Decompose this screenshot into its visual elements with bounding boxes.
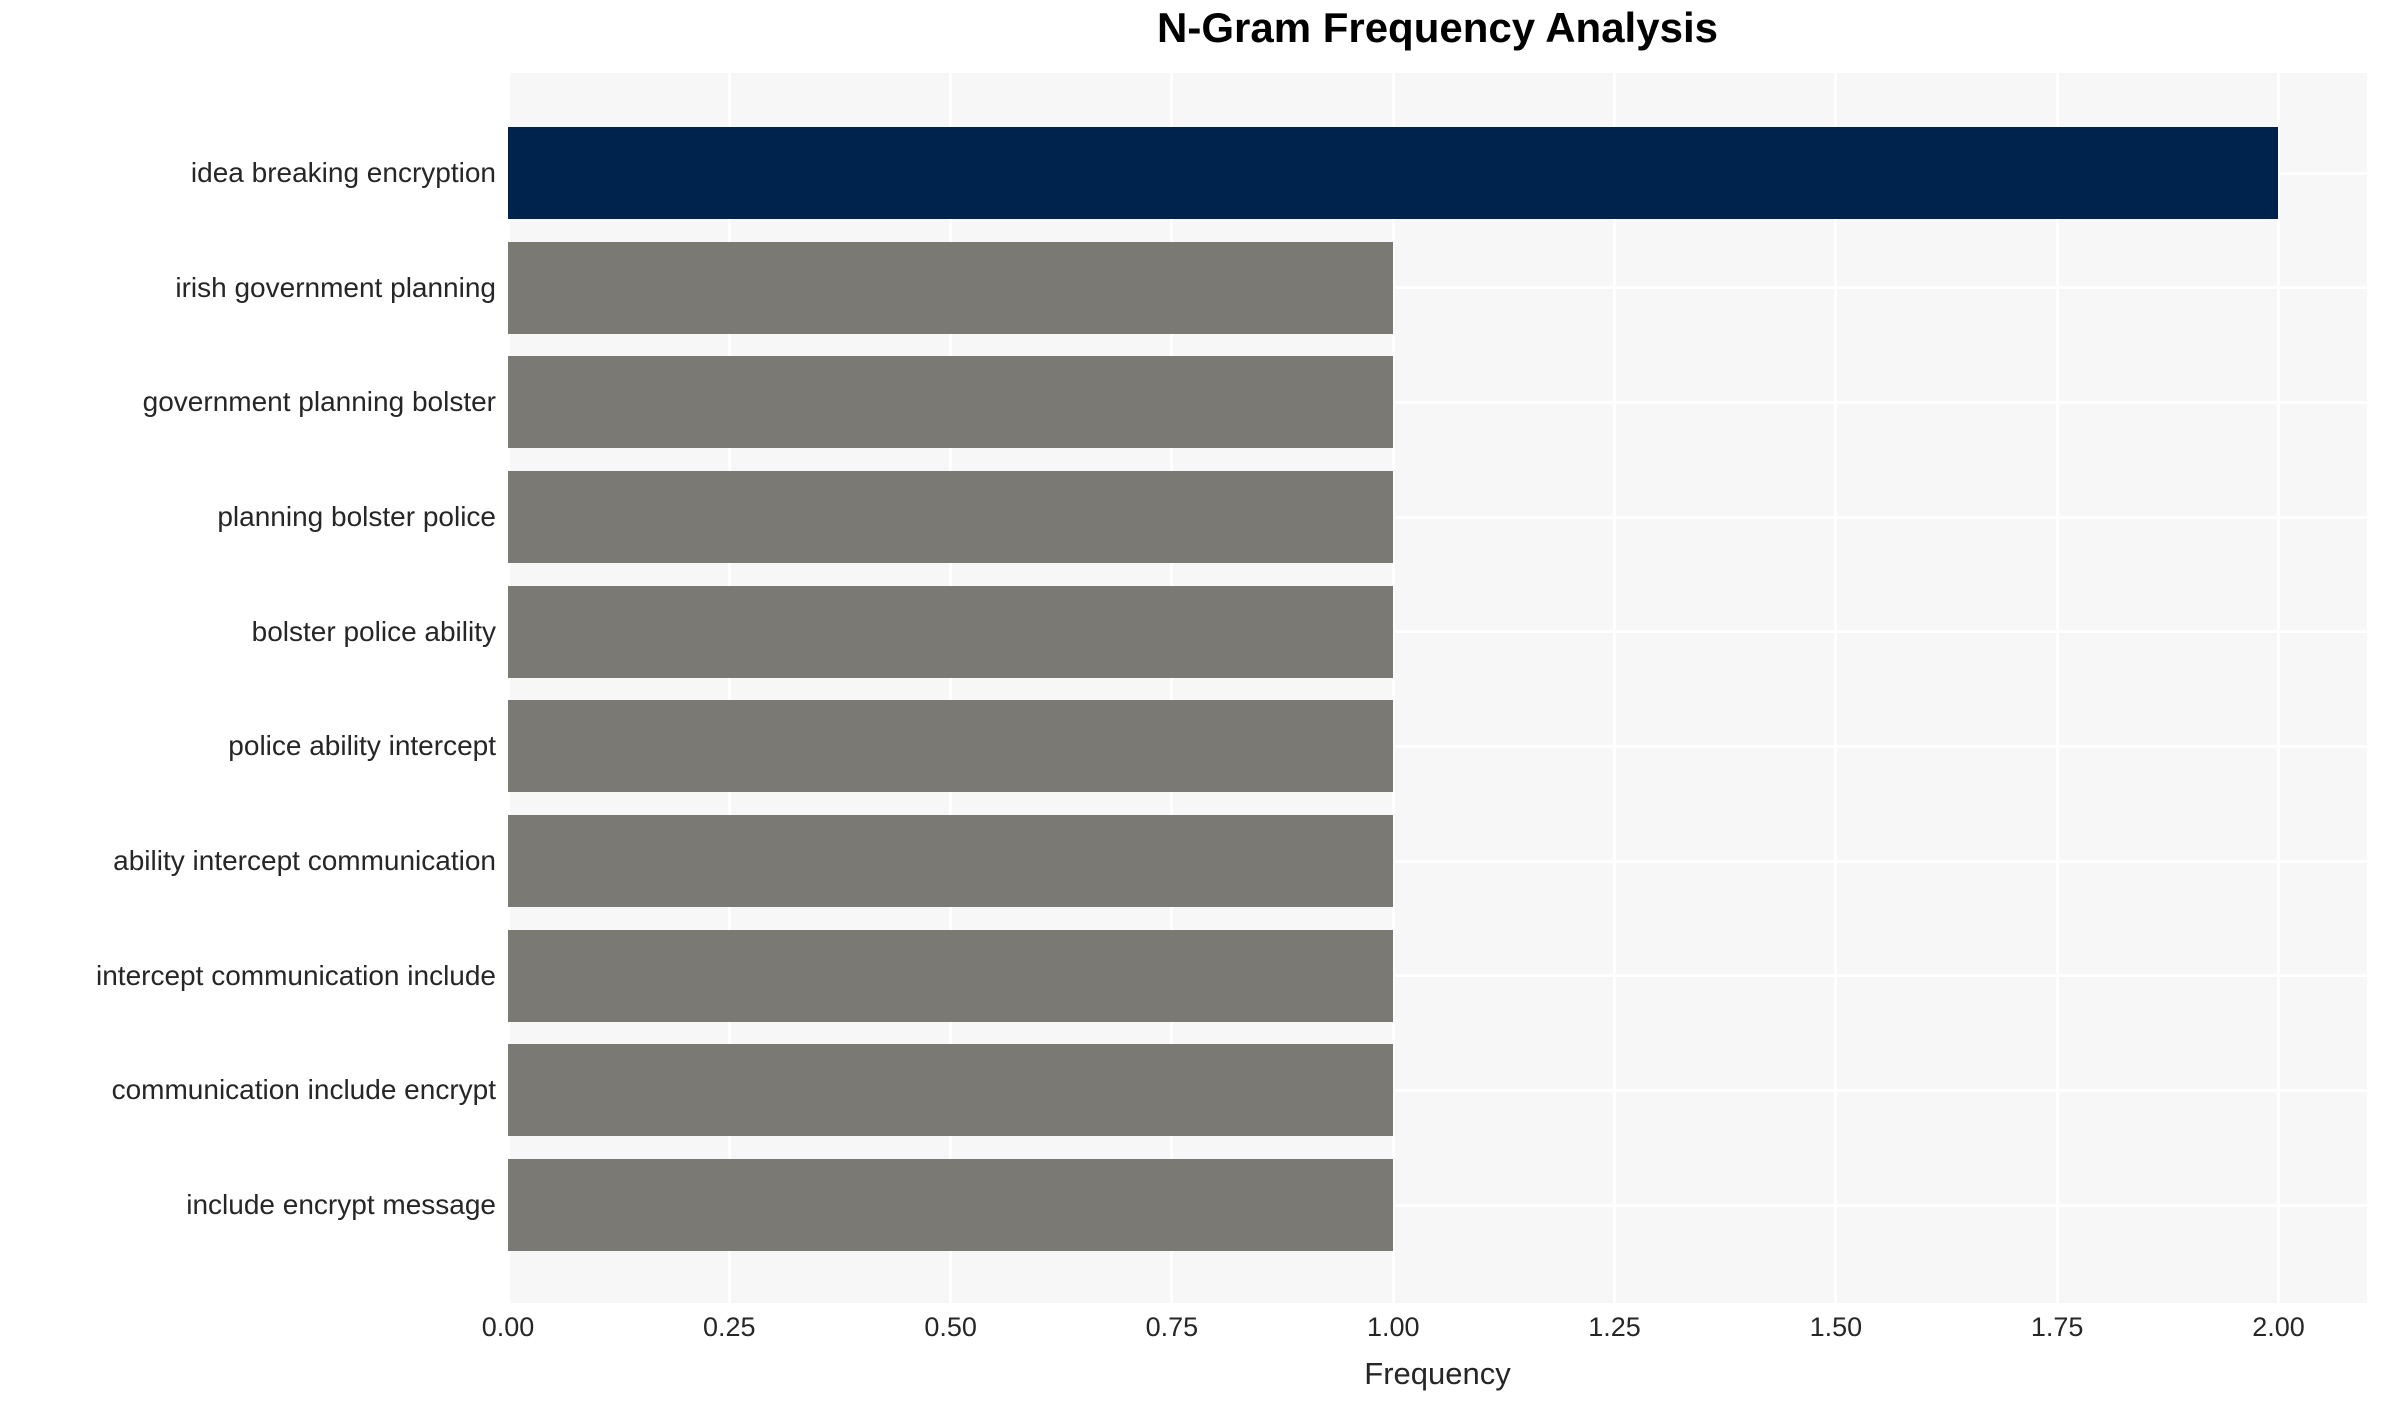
bar — [508, 815, 1394, 908]
bar — [508, 127, 2279, 219]
y-axis-label: communication include encrypt — [111, 1074, 496, 1106]
y-axis-label: bolster police ability — [251, 615, 496, 647]
bar — [508, 1044, 1394, 1137]
x-axis-tick-label: 0.25 — [703, 1312, 756, 1342]
vertical-gridline — [1834, 73, 1838, 1303]
y-axis-label: include encrypt message — [186, 1189, 496, 1221]
x-axis-tick-label: 2.00 — [2252, 1312, 2305, 1342]
horizontal-gridline — [508, 744, 2367, 748]
bar — [508, 585, 1394, 678]
bar — [508, 700, 1394, 793]
bar — [508, 471, 1394, 563]
plot-area — [508, 73, 2367, 1303]
vertical-gridline — [1391, 73, 1395, 1303]
x-axis-tick-label: 1.75 — [2030, 1312, 2084, 1342]
vertical-gridline — [949, 73, 953, 1303]
vertical-gridline — [1170, 73, 1174, 1303]
bar — [508, 1159, 1394, 1252]
horizontal-gridline — [508, 1088, 2367, 1092]
x-axis-tick-label: 0.00 — [481, 1312, 535, 1342]
horizontal-gridline — [508, 1203, 2367, 1207]
horizontal-gridline — [508, 630, 2367, 634]
y-axis-label: police ability intercept — [228, 730, 496, 762]
bar — [508, 929, 1394, 1022]
y-axis-label: irish government planning — [175, 271, 496, 303]
horizontal-gridline — [508, 859, 2367, 863]
x-axis-tick-label: 1.00 — [1366, 1312, 1420, 1342]
x-axis-tick-label: 0.75 — [1145, 1312, 1199, 1342]
x-axis-title: Frequency — [1364, 1356, 1511, 1391]
vertical-gridline — [727, 73, 731, 1303]
y-axis-label: government planning bolster — [142, 386, 496, 418]
vertical-gridline — [1613, 73, 1617, 1303]
y-axis-label: ability intercept communication — [113, 845, 496, 877]
horizontal-gridline — [508, 400, 2367, 404]
y-axis-label: intercept communication include — [96, 959, 496, 991]
bar — [508, 356, 1394, 449]
chart-title: N-Gram Frequency Analysis — [1157, 4, 1718, 51]
horizontal-gridline — [508, 286, 2367, 290]
x-axis-tick-label: 0.50 — [924, 1312, 977, 1342]
vertical-gridline — [2276, 73, 2280, 1303]
x-axis-tick-label: 1.50 — [1809, 1312, 1863, 1342]
bar — [508, 241, 1394, 334]
y-axis-label: idea breaking encryption — [190, 157, 496, 188]
vertical-gridline — [508, 73, 510, 1303]
x-axis-tick-label: 1.25 — [1588, 1312, 1641, 1342]
y-axis-label: planning bolster police — [217, 501, 496, 532]
vertical-gridline — [2055, 73, 2059, 1303]
horizontal-gridline — [508, 515, 2367, 519]
horizontal-gridline — [508, 974, 2367, 978]
